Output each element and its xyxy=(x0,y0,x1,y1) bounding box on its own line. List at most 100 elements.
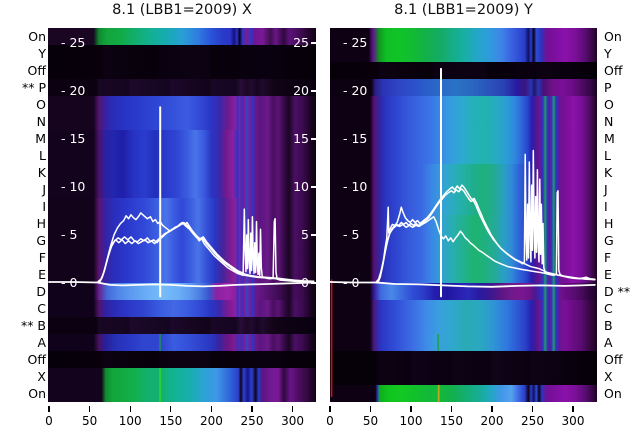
x-tick-mark xyxy=(129,406,131,412)
row-label: O xyxy=(36,97,46,112)
x-tick-mark xyxy=(88,406,91,412)
heatmap-row-on xyxy=(48,28,316,45)
y-tick-label: - 5 xyxy=(343,227,360,242)
x-tick-mark xyxy=(531,406,534,412)
x-tick-label: 150 xyxy=(440,414,463,428)
row-label: O xyxy=(604,97,614,112)
heatmap-row-y xyxy=(330,45,597,62)
heatmap-row-n xyxy=(330,113,597,130)
row-label: J xyxy=(42,182,46,197)
row-label: On xyxy=(28,386,46,401)
heatmap-row-on xyxy=(48,385,316,402)
panel-title-y: 8.1 (LBB1=2009) Y xyxy=(394,2,533,18)
row-label: Off xyxy=(27,352,46,367)
row-label: G xyxy=(36,233,46,248)
y-tick-mark xyxy=(311,42,316,44)
y-tick-label: 20 xyxy=(293,83,309,98)
heatmap-row-k xyxy=(48,164,316,181)
row-label: A xyxy=(604,335,613,350)
y-tick-mark xyxy=(311,282,316,284)
x-axis-left: 0 50 100 150 200 250 300 xyxy=(45,402,316,438)
panel-title-x: 8.1 (LBB1=2009) X xyxy=(112,2,252,18)
curve-trace-mid xyxy=(376,188,596,284)
row-label: E xyxy=(604,267,612,282)
y-tick-mark xyxy=(311,186,316,188)
heatmap-row-off xyxy=(330,351,597,368)
y-tick-label: - 10 xyxy=(61,179,86,194)
row-labels-left: On Y Off ** P O N M L K J I H G F E D C ** B A Off X On xyxy=(0,28,46,402)
heatmap-row-a xyxy=(330,334,597,351)
row-label: I xyxy=(604,199,608,214)
y-tick-label: 5 xyxy=(301,227,309,242)
x-axis-right: 0 50 100 150 200 250 300 xyxy=(326,402,597,438)
y-tick-label: 10 xyxy=(293,179,309,194)
y-tick-label: - 5 xyxy=(61,227,78,242)
row-label: H xyxy=(36,216,46,231)
row-label: M xyxy=(35,131,46,146)
curve-trace-lower xyxy=(377,216,596,284)
heatmap-row-d xyxy=(330,283,597,300)
y-tick-mark xyxy=(311,234,316,236)
x-tick-label: 150 xyxy=(159,414,183,428)
row-label: F xyxy=(38,250,46,265)
panel-left: 0 50 100 150 200 250 300 - 25 25- 20 20- 15 15- 1… xyxy=(45,28,316,428)
heatmap-row-b xyxy=(330,317,597,334)
heatmap-row-off xyxy=(330,62,597,79)
heatmap-row-p xyxy=(330,79,597,96)
y-tick-label: 25 xyxy=(293,35,309,50)
x-tick-label: 100 xyxy=(399,414,423,428)
x-tick-label: 50 xyxy=(362,414,379,428)
y-tick-label: - 25 xyxy=(61,35,86,50)
x-tick-label: 250 xyxy=(240,414,264,428)
row-label: C xyxy=(604,301,613,316)
row-label: On xyxy=(604,29,622,44)
y-tick-label: - 15 xyxy=(343,131,368,146)
curves-right xyxy=(330,67,596,398)
row-label: J xyxy=(604,182,608,197)
curve-baseline xyxy=(48,281,315,288)
row-label: L xyxy=(39,148,46,163)
heatmap-row-off xyxy=(48,62,316,79)
x-tick-mark xyxy=(369,406,372,412)
heatmap-row-o xyxy=(330,96,597,113)
heatmap-row-d xyxy=(48,283,316,300)
heatmap-right xyxy=(330,28,597,402)
x-tick-label: 200 xyxy=(199,414,223,428)
heatmap-row-on xyxy=(330,385,597,402)
heatmap-row-m xyxy=(48,130,316,147)
row-label: L xyxy=(604,148,611,163)
curve-trace-upper xyxy=(96,208,315,283)
row-label: X xyxy=(604,369,613,384)
row-label: Off xyxy=(27,63,46,78)
row-label: Off xyxy=(604,63,623,78)
x-tick-mark xyxy=(572,406,574,412)
row-label: Y xyxy=(38,46,46,61)
row-label: N xyxy=(36,114,46,129)
heatmap-row-e xyxy=(48,266,316,283)
x-tick-mark xyxy=(291,406,294,412)
heatmap-row-l xyxy=(48,147,316,164)
heatmap-row-n xyxy=(48,113,316,130)
x-tick-label: 300 xyxy=(281,414,305,428)
heatmap-row-off xyxy=(48,351,316,368)
y-tick-mark xyxy=(311,138,316,140)
heatmap-row-x xyxy=(330,368,597,385)
x-tick-label: 250 xyxy=(521,414,544,428)
row-label: Y xyxy=(604,46,612,61)
row-label: B xyxy=(604,318,613,333)
row-label: F xyxy=(604,250,612,265)
row-label: D ** xyxy=(604,284,631,299)
row-label: C xyxy=(37,301,46,316)
heatmap-row-x xyxy=(48,368,316,385)
row-label: E xyxy=(38,267,46,282)
x-tick-mark xyxy=(210,406,213,412)
y-tick-label: 15 xyxy=(293,131,309,146)
x-tick-label: 0 xyxy=(326,414,334,428)
row-label: N xyxy=(604,114,614,129)
heatmap-row-a xyxy=(48,334,316,351)
heatmap-row-o xyxy=(48,96,316,113)
heatmap-row-j xyxy=(48,181,316,198)
heatmap-row-i xyxy=(48,198,316,215)
heatmap-left xyxy=(48,28,316,402)
row-label: D xyxy=(36,284,46,299)
